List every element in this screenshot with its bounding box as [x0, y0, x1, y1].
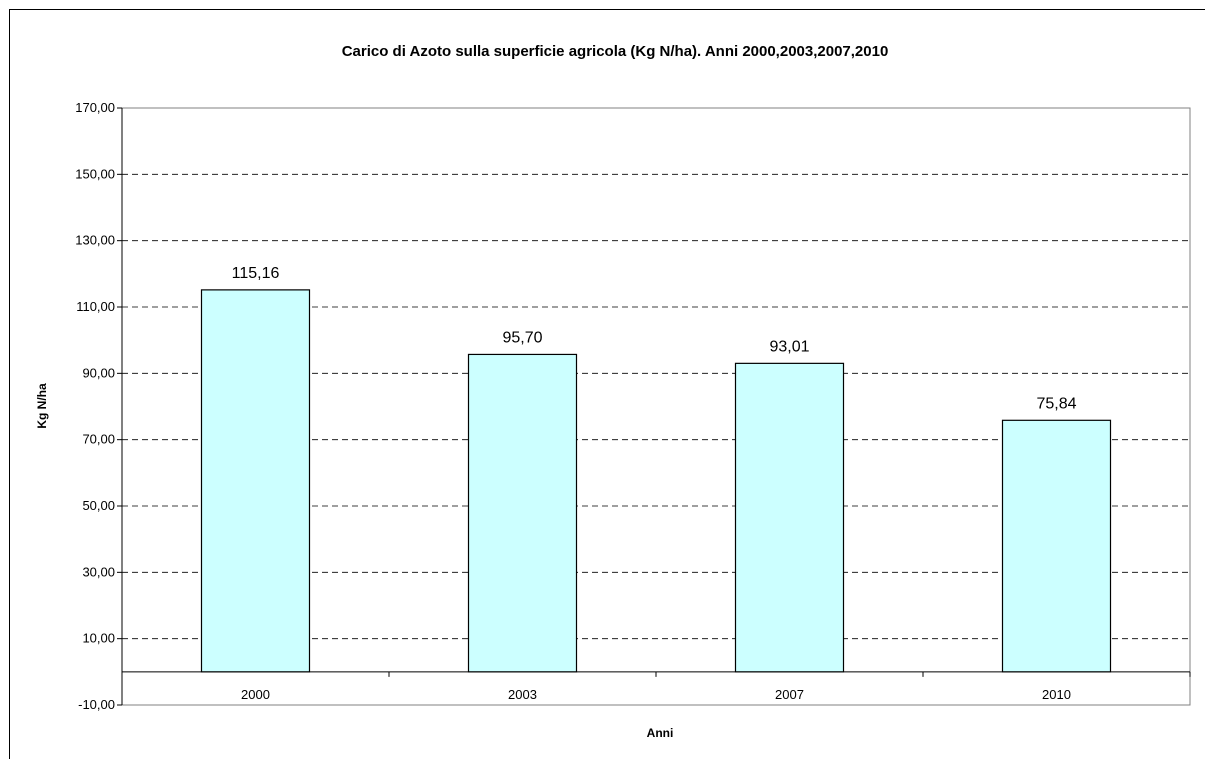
x-axis-label: Anni [647, 726, 674, 740]
y-tick-label: 150,00 [75, 166, 115, 181]
x-tick-label-2010: 2010 [1042, 687, 1071, 702]
y-tick-label: 10,00 [82, 631, 115, 646]
chart-title: Carico di Azoto sulla superficie agricol… [342, 43, 889, 60]
bar-2000 [200, 289, 311, 673]
label-layer: -10,00 10,00 30,00 50,00 70,00 90,00 110,00 130… [75, 100, 1076, 712]
y-tick-label: 70,00 [82, 432, 115, 447]
y-axis-label: Kg N/ha [35, 383, 49, 429]
data-label-2003: 95,70 [502, 329, 542, 346]
x-tick-label-2003: 2003 [508, 687, 537, 702]
y-tick-label: 170,00 [75, 100, 115, 115]
y-tick-label: 30,00 [82, 564, 115, 579]
data-label-2007: 93,01 [769, 338, 809, 355]
data-label-2000: 115,16 [232, 265, 280, 282]
y-tick-label: 110,00 [76, 299, 115, 314]
y-tick-label: 90,00 [82, 365, 115, 380]
bar-2003 [467, 353, 578, 673]
data-label-2010: 75,84 [1036, 395, 1076, 412]
y-tick-label: 50,00 [82, 498, 115, 513]
x-tick-label-2000: 2000 [241, 687, 270, 702]
x-tick-label-2007: 2007 [775, 687, 804, 702]
bar-2007 [734, 362, 845, 673]
y-tick-label: -10,00 [78, 697, 115, 712]
bar-2010 [1001, 419, 1112, 673]
bar-layer [200, 289, 1112, 673]
y-tick-label: 130,00 [75, 233, 115, 248]
chart-frame [9, 9, 1205, 759]
